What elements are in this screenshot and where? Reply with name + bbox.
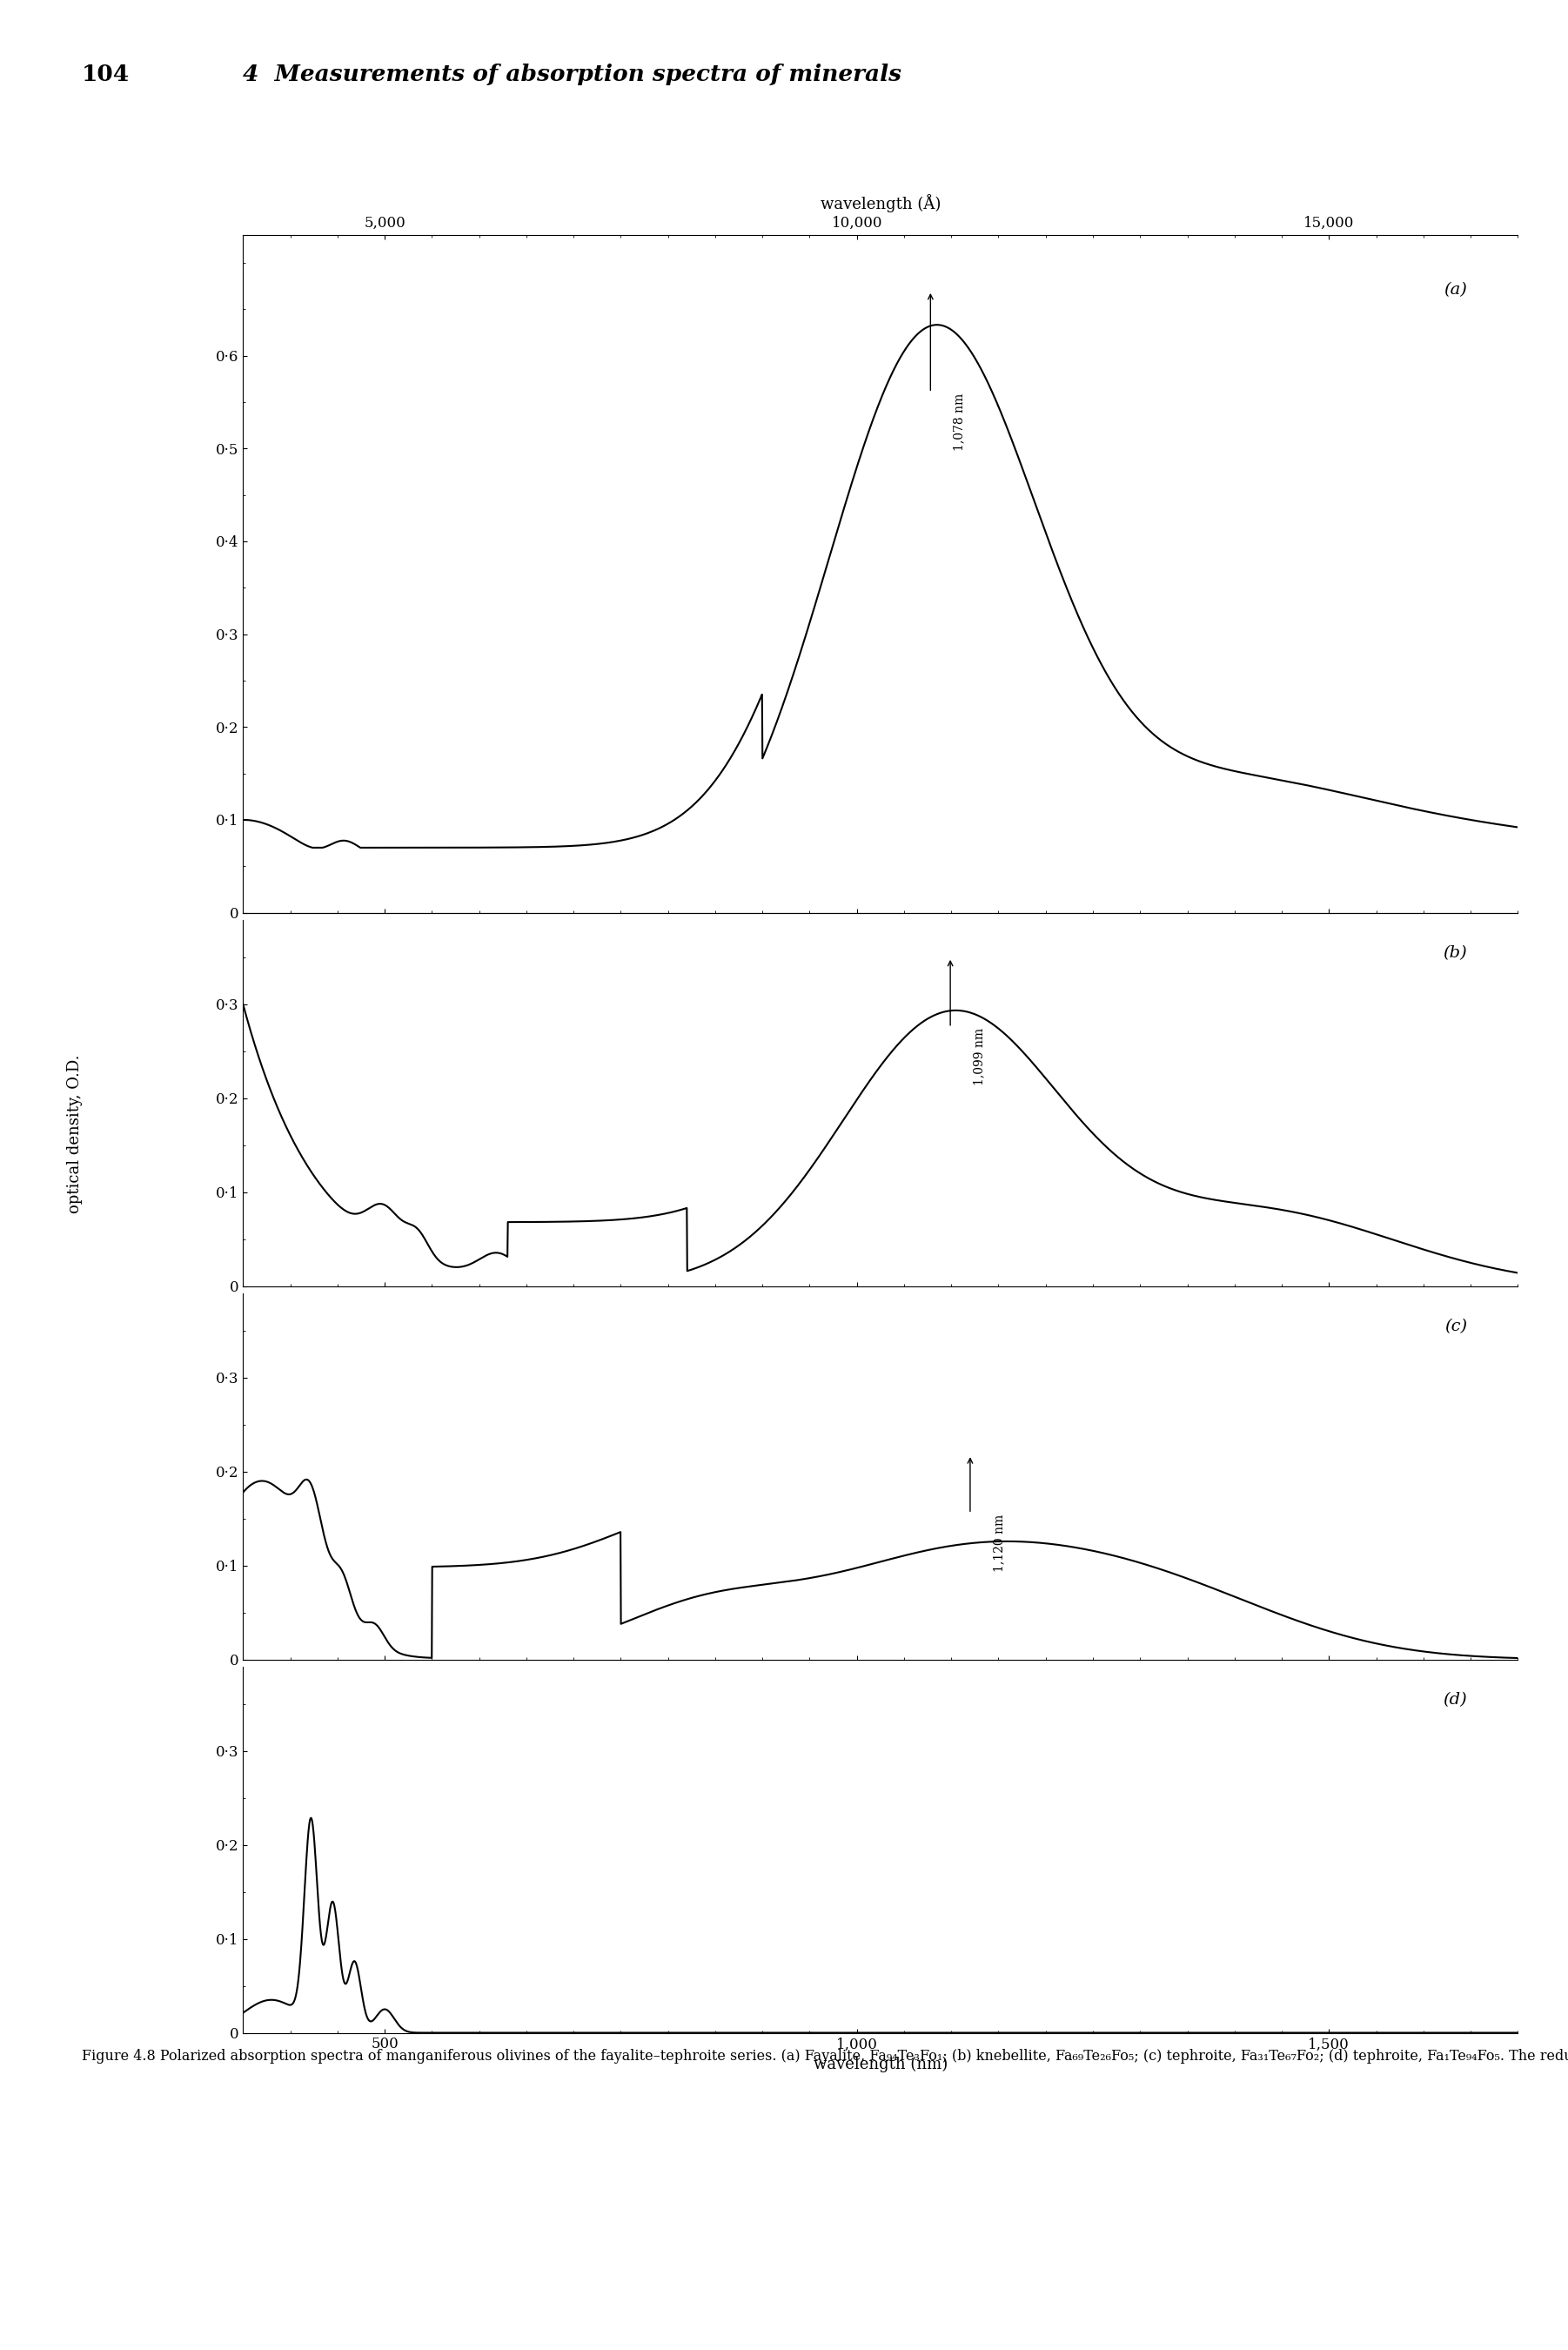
Text: 4  Measurements of absorption spectra of minerals: 4 Measurements of absorption spectra of … (243, 63, 902, 85)
Text: (c): (c) (1444, 1318, 1466, 1335)
Text: 104: 104 (82, 63, 130, 85)
X-axis label: wavelength (Å): wavelength (Å) (820, 195, 941, 212)
Text: 1,099 nm: 1,099 nm (974, 1027, 985, 1086)
Text: (d): (d) (1443, 1692, 1466, 1708)
Text: optical density, O.D.: optical density, O.D. (67, 1055, 83, 1213)
Text: Figure 4.8 Polarized absorption spectra of manganiferous olivines of the fayalit: Figure 4.8 Polarized absorption spectra … (82, 2049, 1568, 2063)
X-axis label: wavelength (nm): wavelength (nm) (814, 2056, 947, 2073)
Text: (a): (a) (1444, 282, 1466, 298)
Text: 1,078 nm: 1,078 nm (953, 392, 966, 451)
Text: 1,120 nm: 1,120 nm (993, 1513, 1005, 1572)
Text: (b): (b) (1443, 945, 1466, 961)
